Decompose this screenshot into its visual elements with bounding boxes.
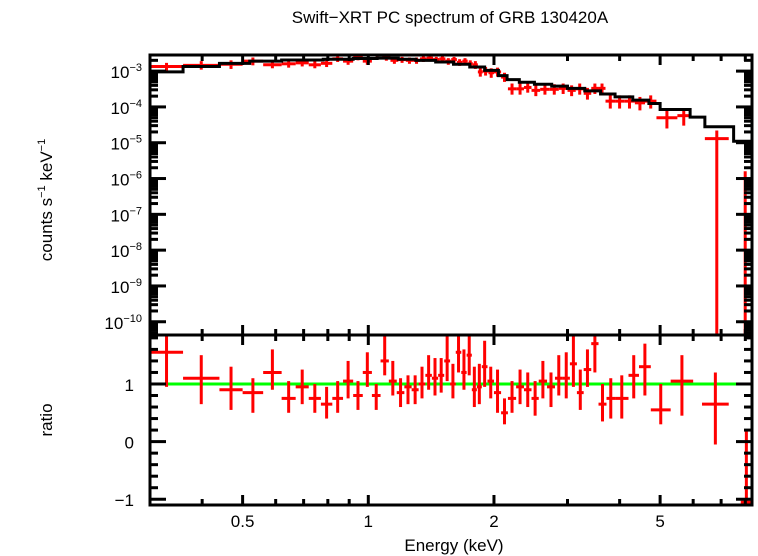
y-tick-label: 10−10 xyxy=(104,313,142,333)
spectrum-panel: 10−3 10−4 10−5 10−6 10−7 10−8 10−9 10−10 xyxy=(104,53,754,337)
spectrum-data-point xyxy=(507,83,517,95)
ratio-data-point xyxy=(670,355,694,416)
ratio-data-point xyxy=(461,349,467,390)
ratio-data-point xyxy=(425,355,432,390)
ratio-data-point xyxy=(628,355,639,399)
ratio-data-point xyxy=(219,366,243,410)
spectrum-data-point xyxy=(540,84,550,95)
ratio-data-point xyxy=(438,358,445,393)
spectrum-data-point xyxy=(150,62,184,72)
ratio-data-point xyxy=(598,383,607,422)
x-axis-label: Energy (keV) xyxy=(404,536,503,555)
chart-title: Swift−XRT PC spectrum of GRB 130420A xyxy=(292,8,609,27)
ratio-data-point xyxy=(476,363,482,405)
ratio-data-point xyxy=(242,378,264,413)
x-tick-label: 5 xyxy=(655,512,664,531)
x-tick-label: 1 xyxy=(364,512,373,531)
ratio-data-point xyxy=(450,363,456,399)
ratio-data-point xyxy=(455,335,462,373)
ratio-data-point xyxy=(650,383,671,425)
y-tick-label: −1 xyxy=(115,491,134,510)
ratio-data-point xyxy=(583,349,592,387)
ratio-data-point xyxy=(638,343,651,396)
ratio-data-point xyxy=(606,378,616,419)
ratio-data-point xyxy=(562,352,570,399)
ratio-data-point xyxy=(353,381,363,410)
spectrum-data-point xyxy=(523,82,532,93)
spectrum-data-point xyxy=(308,61,321,69)
ratio-data-point xyxy=(343,360,354,399)
ratio-data-point xyxy=(547,372,555,408)
x-axis: 0.5 1 2 5 xyxy=(148,55,747,531)
ratio-data-point xyxy=(569,335,577,387)
ratio-data-point xyxy=(371,383,381,410)
ratio-data-point xyxy=(295,369,309,405)
ratio-data-point xyxy=(615,375,629,419)
ratio-data-point xyxy=(444,335,451,382)
ratio-panel-frame xyxy=(148,333,754,507)
ratio-data-point xyxy=(308,383,321,413)
ratio-data-point xyxy=(183,355,220,405)
y-tick-label: 1 xyxy=(125,376,134,395)
ratio-data-series xyxy=(150,335,752,505)
ratio-data-point xyxy=(591,335,599,373)
spectrum-panel-frame xyxy=(148,53,754,337)
ratio-data-point xyxy=(411,375,419,405)
spectrum-data-point xyxy=(531,85,541,97)
y-tick-label: 10−8 xyxy=(111,241,142,261)
spectrum-data-point xyxy=(656,110,678,129)
y-tick-label: 10−7 xyxy=(111,205,142,225)
y-tick-label: 10−9 xyxy=(111,277,142,297)
ratio-data-point xyxy=(396,378,405,408)
spectrum-data-point xyxy=(516,83,524,95)
spectrum-model-line xyxy=(150,56,752,143)
ratio-data-point xyxy=(576,369,584,410)
ratio-data-point xyxy=(523,372,532,408)
ratio-data-point xyxy=(487,366,494,399)
ratio-data-point xyxy=(471,366,477,408)
ratio-data-point xyxy=(388,360,397,396)
spectrum-y-axis-label: counts s−1 keV−1 xyxy=(36,139,56,261)
ratio-data-point xyxy=(332,381,344,413)
y-tick-label: 10−4 xyxy=(111,98,142,118)
spectrum-data-point xyxy=(704,130,729,335)
ratio-y-axis-label: ratio xyxy=(37,403,56,436)
ratio-data-point xyxy=(481,340,488,387)
ratio-panel: 1 0 −1 xyxy=(115,333,754,510)
ratio-data-point xyxy=(431,358,439,396)
ratio-data-point xyxy=(501,398,508,425)
y-tick-label: 10−3 xyxy=(111,62,142,82)
ratio-data-point xyxy=(466,335,472,376)
spectrum-data-point xyxy=(677,109,691,126)
y-tick-label: 10−5 xyxy=(111,134,142,154)
ratio-data-point xyxy=(531,381,539,416)
spectrum-data-point xyxy=(605,95,616,109)
spectrum-data-point xyxy=(281,60,296,68)
spectrum-data-point xyxy=(320,59,333,68)
ratio-data-point xyxy=(554,355,563,396)
ratio-data-point xyxy=(493,369,502,413)
x-tick-label: 2 xyxy=(489,512,498,531)
ratio-data-point xyxy=(516,369,524,405)
x-tick-label: 0.5 xyxy=(231,512,255,531)
ratio-data-point xyxy=(404,375,412,405)
ratio-data-point xyxy=(150,335,184,387)
ratio-data-point xyxy=(263,349,282,390)
ratio-data-point xyxy=(702,372,729,445)
ratio-data-point xyxy=(362,352,372,387)
ratio-data-point xyxy=(281,381,296,413)
spectrum-model-series xyxy=(150,56,752,143)
spectrum-data-series xyxy=(150,53,752,337)
ratio-data-point xyxy=(380,335,389,376)
ratio-y-axis: 1 0 −1 xyxy=(115,336,752,510)
y-tick-label: 10−6 xyxy=(111,170,142,190)
ratio-data-point xyxy=(507,381,517,413)
ratio-data-point xyxy=(418,366,426,399)
ratio-data-point xyxy=(320,386,333,419)
ratio-data-point xyxy=(538,360,548,399)
spectrum-data-point xyxy=(477,67,483,77)
y-tick-label: 0 xyxy=(125,434,134,453)
